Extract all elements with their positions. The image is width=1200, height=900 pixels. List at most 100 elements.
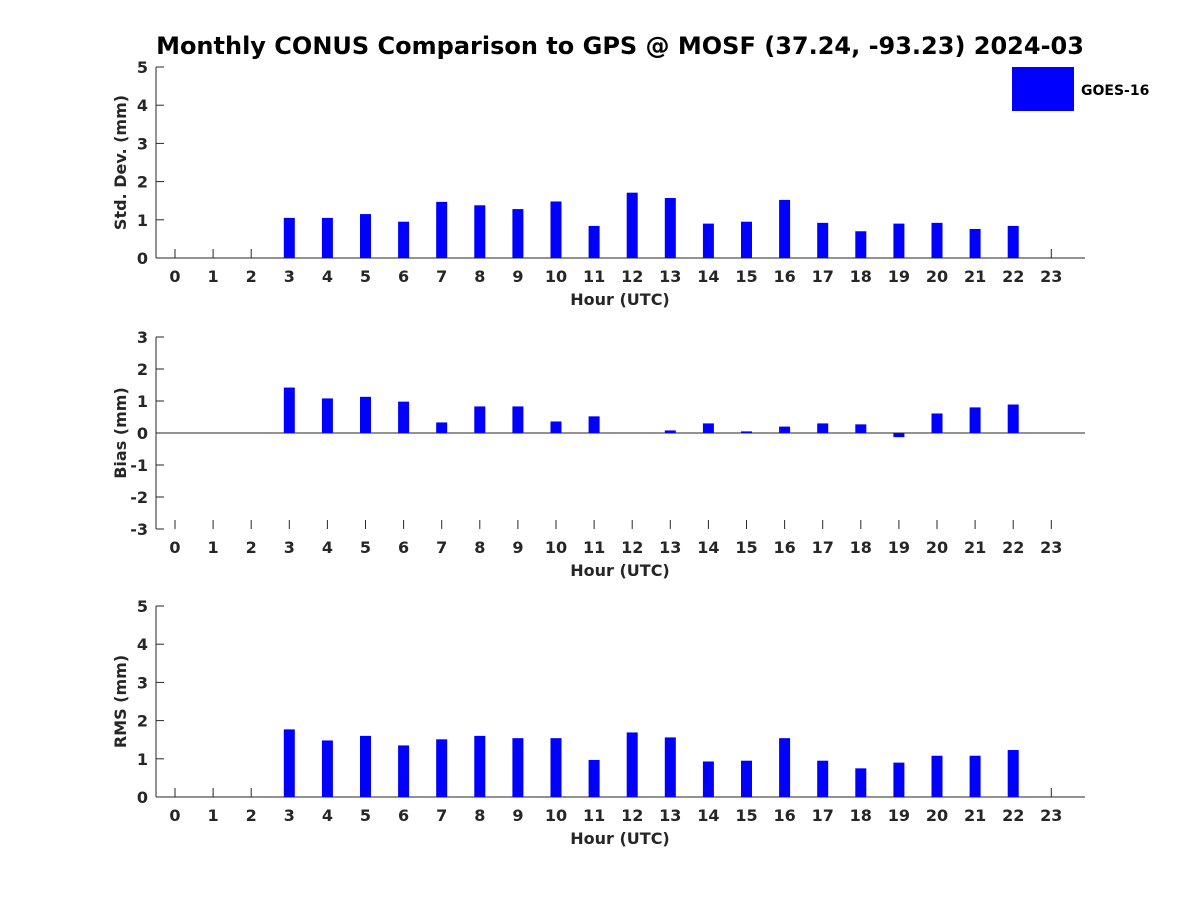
x-tick-label: 3	[284, 538, 295, 557]
bar-hour-20	[931, 413, 943, 433]
x-tick-label: 7	[436, 267, 447, 286]
bar-hour-11	[588, 759, 600, 797]
x-tick-label: 19	[888, 538, 910, 557]
x-tick-label: 14	[697, 806, 719, 825]
x-tick-label: 8	[474, 267, 485, 286]
bar-hour-6	[398, 401, 410, 433]
bar-hour-8	[474, 735, 486, 797]
x-tick-label: 11	[583, 267, 605, 286]
x-tick-label: 11	[583, 806, 605, 825]
bar-hour-20	[931, 222, 943, 258]
x-tick-label: 14	[697, 538, 719, 557]
bar-hour-18	[855, 768, 867, 797]
bar-hour-5	[360, 735, 371, 797]
x-tick-label: 7	[436, 806, 447, 825]
x-tick-label: 2	[246, 267, 257, 286]
x-tick-label: 12	[621, 806, 643, 825]
x-tick-label: 0	[169, 806, 180, 825]
bar-hour-10	[550, 201, 562, 258]
x-tick-label: 16	[773, 806, 795, 825]
x-tick-label: 21	[964, 267, 986, 286]
bar-hour-9	[512, 406, 524, 433]
bar-hour-21	[969, 755, 981, 797]
bar-hour-10	[550, 738, 562, 797]
bar-hour-18	[855, 424, 867, 433]
bar-hour-8	[474, 406, 486, 433]
bar-hour-4	[321, 217, 333, 258]
x-tick-label: 19	[888, 267, 910, 286]
x-tick-label: 23	[1040, 267, 1062, 286]
bar-hour-10	[550, 421, 562, 433]
x-tick-label: 12	[621, 267, 643, 286]
bar-hour-9	[512, 738, 524, 797]
bar-hour-17	[817, 423, 829, 433]
x-tick-label: 2	[246, 806, 257, 825]
bar-hour-17	[817, 760, 829, 797]
x-tick-label: 22	[1002, 267, 1024, 286]
x-tick-label: 17	[812, 538, 834, 557]
y-tick-label: -3	[130, 520, 148, 539]
x-tick-label: 18	[850, 267, 872, 286]
x-tick-label: 21	[964, 806, 986, 825]
x-tick-label: 14	[697, 267, 719, 286]
y-tick-label: 0	[137, 424, 148, 443]
y-tick-label: 5	[137, 597, 148, 616]
bar-hour-3	[283, 729, 295, 797]
x-tick-label: 8	[474, 538, 485, 557]
x-tick-label: 2	[246, 538, 257, 557]
bar-hour-12	[626, 732, 638, 797]
x-tick-label: 23	[1040, 538, 1062, 557]
bar-hour-5	[360, 396, 371, 433]
x-tick-label: 16	[773, 267, 795, 286]
x-tick-label: 15	[735, 806, 757, 825]
bar-hour-4	[321, 740, 333, 797]
bar-hour-14	[702, 223, 714, 258]
bar-hour-16	[779, 199, 791, 258]
x-tick-label: 9	[512, 538, 523, 557]
bar-hour-13	[664, 737, 676, 797]
x-tick-label: 13	[659, 538, 681, 557]
bar-hour-16	[779, 738, 791, 797]
y-tick-label: 0	[137, 788, 148, 807]
y-axis-label: RMS (mm)	[111, 655, 130, 748]
x-tick-label: 5	[360, 538, 371, 557]
y-tick-label: 2	[137, 712, 148, 731]
x-tick-label: 22	[1002, 806, 1024, 825]
bar-hour-18	[855, 231, 867, 258]
x-tick-label: 6	[398, 267, 409, 286]
bar-hour-14	[702, 423, 714, 433]
bar-hour-6	[398, 745, 410, 797]
y-tick-label: 5	[137, 58, 148, 77]
bar-hour-19	[893, 762, 905, 797]
bar-hour-12	[626, 192, 638, 258]
bar-hour-15	[741, 760, 752, 797]
bar-hour-6	[398, 221, 410, 258]
bar-hour-4	[321, 398, 333, 433]
x-tick-label: 10	[545, 538, 567, 557]
x-tick-label: 15	[735, 538, 757, 557]
x-tick-label: 13	[659, 806, 681, 825]
x-tick-label: 5	[360, 806, 371, 825]
x-tick-label: 8	[474, 806, 485, 825]
x-tick-label: 13	[659, 267, 681, 286]
x-tick-label: 17	[812, 267, 834, 286]
legend-label: GOES-16	[1081, 83, 1149, 99]
bar-hour-20	[931, 755, 943, 797]
x-tick-label: 10	[545, 806, 567, 825]
bar-hour-22	[1007, 225, 1019, 258]
x-tick-label: 7	[436, 538, 447, 557]
bar-hour-19	[893, 223, 905, 258]
x-tick-label: 0	[169, 538, 180, 557]
y-tick-label: 2	[137, 173, 148, 192]
bar-hour-7	[436, 201, 448, 258]
x-tick-label: 18	[850, 538, 872, 557]
x-tick-label: 5	[360, 267, 371, 286]
x-tick-label: 6	[398, 538, 409, 557]
x-tick-label: 9	[512, 267, 523, 286]
x-tick-label: 20	[926, 267, 948, 286]
x-tick-label: 3	[284, 806, 295, 825]
bar-hour-19	[893, 433, 905, 438]
y-tick-label: 3	[137, 328, 148, 347]
